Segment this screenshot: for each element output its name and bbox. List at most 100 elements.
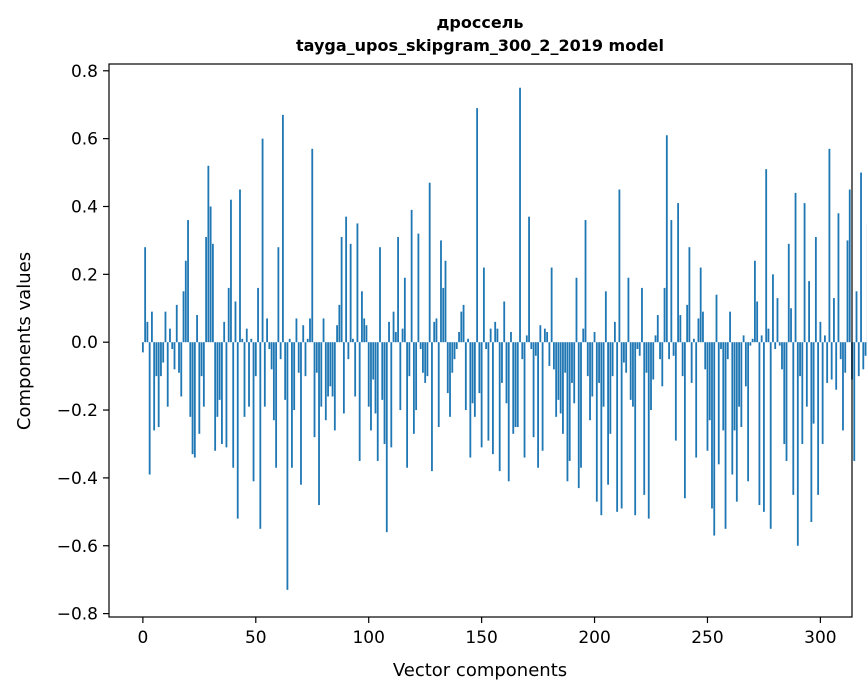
bar: [604, 291, 607, 343]
bar: [735, 342, 738, 502]
bar: [476, 108, 479, 343]
bar: [196, 315, 198, 343]
plot-frame: [108, 63, 853, 618]
bar: [711, 342, 713, 509]
bar: [781, 342, 783, 370]
bar: [593, 332, 596, 343]
bar: [665, 135, 668, 343]
bar: [426, 342, 429, 377]
bar: [200, 342, 203, 377]
bar: [327, 342, 329, 397]
bar: [546, 332, 549, 343]
y-tick-label: 0.2: [71, 265, 98, 285]
bar: [686, 304, 689, 343]
bar: [175, 304, 178, 343]
x-axis-label: Vector components: [393, 660, 567, 681]
bar: [677, 203, 680, 343]
bar: [805, 342, 808, 407]
bar: [803, 203, 806, 343]
bar: [758, 342, 761, 506]
bar: [564, 342, 567, 373]
bar: [598, 342, 600, 383]
bar: [600, 342, 603, 516]
bar: [191, 342, 194, 455]
bar: [801, 342, 804, 444]
bar: [510, 332, 512, 343]
bar: [336, 325, 338, 343]
bar: [641, 287, 643, 343]
bar: [171, 342, 174, 349]
bar: [799, 342, 801, 377]
bar: [424, 342, 427, 383]
bar: [153, 342, 156, 431]
bar: [654, 335, 657, 343]
x-axis-ticks: 0 50 100 150 200 250 300: [137, 617, 837, 648]
bar: [835, 342, 838, 390]
bar: [760, 335, 763, 343]
bar: [623, 342, 625, 363]
bar: [202, 342, 205, 407]
bar: [864, 342, 867, 356]
bar: [636, 342, 639, 349]
bar: [467, 338, 469, 343]
bar: [778, 342, 781, 346]
bar: [767, 328, 770, 343]
bar: [763, 342, 765, 512]
bar: [385, 342, 388, 533]
bar: [848, 189, 851, 343]
bar: [322, 318, 325, 343]
bar: [744, 342, 747, 387]
bar: [787, 243, 790, 343]
bar: [492, 342, 494, 455]
bar: [826, 342, 829, 383]
bar: [625, 342, 628, 373]
bar: [390, 342, 393, 448]
bar: [230, 199, 232, 343]
bar: [412, 342, 415, 434]
bar: [372, 342, 375, 380]
bar: [259, 342, 262, 529]
bar: [352, 338, 354, 343]
bar: [160, 342, 162, 377]
bar: [464, 342, 467, 411]
bar: [218, 342, 221, 400]
bar: [435, 318, 438, 343]
bar: [455, 342, 458, 349]
bar: [839, 342, 842, 360]
bar: [408, 342, 411, 377]
bar: [284, 342, 287, 400]
bar: [207, 165, 210, 343]
bar: [180, 342, 183, 397]
bar: [643, 342, 646, 495]
bar: [288, 338, 291, 343]
bar: [489, 328, 492, 343]
bar: [173, 342, 176, 370]
bar: [494, 321, 497, 343]
bar: [216, 342, 219, 417]
bar: [347, 342, 350, 360]
bar: [356, 223, 359, 343]
bar: [345, 216, 348, 343]
bar: [550, 267, 553, 343]
bar: [320, 342, 323, 407]
bar: [595, 342, 598, 502]
chart-subtitle: tayga_upos_skipgram_300_2_2019 model: [296, 36, 664, 55]
bar: [205, 237, 208, 343]
bar: [227, 287, 230, 343]
y-tick-label: −0.6: [57, 537, 98, 557]
bar: [442, 287, 445, 343]
bar: [275, 342, 278, 468]
bar: [571, 342, 573, 383]
bar: [548, 342, 551, 366]
bar: [507, 342, 510, 482]
bar: [281, 114, 284, 343]
bar: [523, 342, 526, 458]
bar: [446, 342, 449, 394]
bar: [399, 342, 402, 411]
bar: [632, 342, 634, 407]
bar: [555, 342, 558, 417]
bar: [525, 335, 528, 343]
bar: [860, 172, 862, 343]
bar: [552, 342, 555, 370]
bar: [293, 342, 296, 411]
